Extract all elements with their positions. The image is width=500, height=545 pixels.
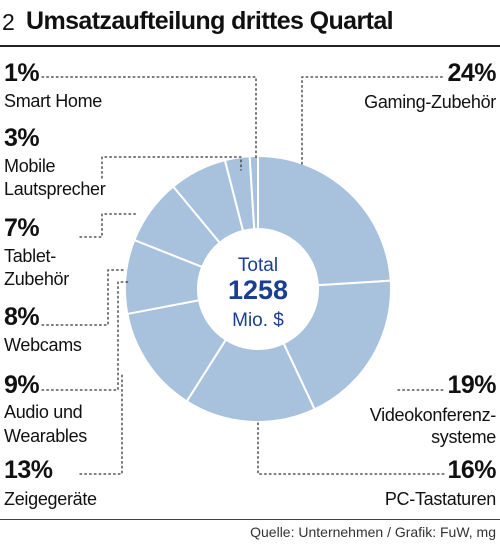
percent-label-mobile-lautsprecher: 3% (4, 124, 39, 152)
leader-zeigegeraete (79, 371, 123, 475)
center-total-unit: Mio. $ (232, 310, 284, 331)
leader-audio-wearables (41, 281, 129, 391)
category-label-smart-home: Smart Home (4, 91, 102, 111)
percent-label-pc-tastaturen: 16% (447, 456, 496, 484)
leader-tablet-zubehoer (79, 213, 137, 238)
slice-videokonferenz-systeme (282, 279, 392, 411)
leader-lines (41, 76, 446, 475)
category-label-videokonferenz-systeme-line-1: Videokonferenz- (370, 405, 497, 425)
percent-label-audio-und-wearables: 9% (4, 371, 39, 399)
source-note: Quelle: Unternehmen / Grafik: FuW, mg (250, 524, 496, 540)
center-label: Total 1258 Mio. $ (228, 255, 288, 331)
category-label-audio-und-wearables-line-1: Audio und (4, 402, 82, 422)
slice-smart-home (248, 154, 259, 231)
category-label-pc-tastaturen: PC-Tastaturen (385, 489, 496, 509)
leader-pc-tastaturen (257, 422, 446, 475)
center-total-value: 1258 (228, 275, 288, 305)
category-label-videokonferenz-systeme-line-2: systeme (431, 427, 496, 447)
percent-label-gaming-zubehoer: 24% (447, 59, 496, 87)
category-label-tablet-zubehoer-line-1: Tablet- (4, 246, 56, 266)
category-label-tablet-zubehoer-line-2: Zubehör (4, 269, 69, 289)
chart-header: 2 Umsatzaufteilung drittes Quartal (0, 0, 500, 48)
donut-chart: 24% Gaming-Zubehör 19% Videokonferenz-syste… (4, 59, 497, 509)
category-label-gaming-zubehoer: Gaming-Zubehör (364, 92, 496, 112)
chart-title: Umsatzaufteilung drittes Quartal (26, 7, 394, 35)
donut-slices (124, 154, 392, 423)
footer-rule (0, 519, 500, 520)
percent-label-smart-home: 1% (4, 59, 39, 87)
leader-smart-home (41, 76, 257, 161)
category-label-webcams: Webcams (4, 335, 82, 355)
category-label-zeigegeraete: Zeigegeräte (4, 489, 97, 509)
slice-labels: 24% Gaming-Zubehör 19% Videokonferenz-syste… (4, 59, 497, 509)
percent-label-videokonferenz-systeme: 19% (447, 371, 496, 399)
percent-label-zeigegeraete: 13% (4, 456, 53, 484)
category-label-audio-und-wearables-line-2: Wearables (4, 426, 87, 446)
percent-label-tablet-zubehoer: 7% (4, 214, 39, 242)
figure-number: 2 (2, 9, 15, 35)
center-total-label: Total (238, 255, 278, 276)
leader-gaming-zubehoer (301, 76, 446, 165)
category-label-mobile-lautsprecher-line-2: Lautsprecher (4, 179, 106, 199)
leader-mobile-lautsprecher (101, 156, 242, 179)
slice-gaming-zubehoer (257, 154, 392, 287)
category-label-mobile-lautsprecher-line-1: Mobile (4, 156, 56, 176)
percent-label-webcams: 8% (4, 303, 39, 331)
leader-webcams (41, 269, 126, 326)
header-rule (0, 45, 500, 47)
